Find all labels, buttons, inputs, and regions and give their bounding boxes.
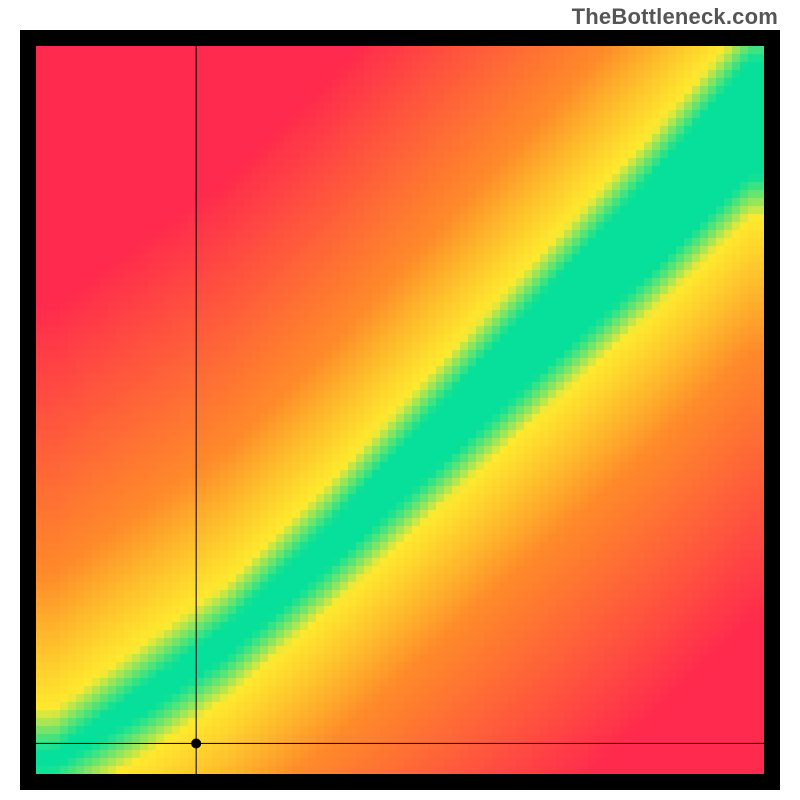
watermark-text: TheBottleneck.com [572, 4, 778, 30]
chart-container: TheBottleneck.com [0, 0, 800, 800]
heatmap-wrap [20, 30, 780, 790]
bottleneck-heatmap [20, 30, 780, 790]
